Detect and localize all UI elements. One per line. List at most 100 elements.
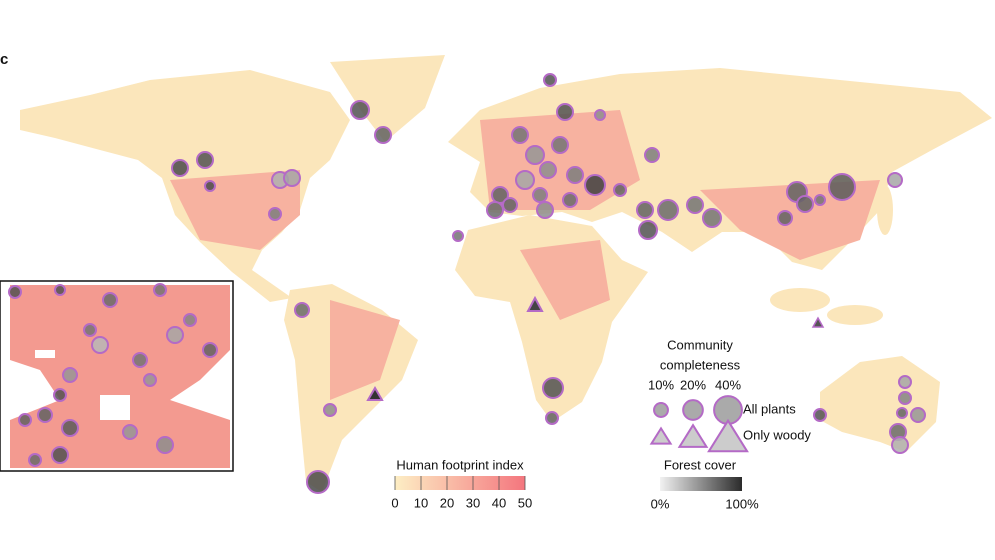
high-footprint <box>170 170 300 250</box>
colorbar-title: Human footprint index <box>396 457 524 472</box>
site-marker <box>796 195 814 213</box>
site-marker <box>502 197 518 213</box>
size-key-triangle <box>677 423 709 448</box>
site-marker <box>54 284 66 296</box>
site-marker <box>204 180 216 192</box>
site-marker <box>37 407 53 423</box>
site-marker-woody <box>526 295 544 312</box>
size-key-triangle <box>649 426 673 445</box>
site-marker <box>202 342 218 358</box>
site-marker <box>18 413 32 427</box>
islands <box>877 185 893 235</box>
site-marker <box>777 210 793 226</box>
site-marker <box>828 173 856 201</box>
legend-group: All plants <box>743 401 796 416</box>
site-marker <box>525 145 545 165</box>
site-marker <box>657 199 679 221</box>
site-marker <box>91 336 109 354</box>
site-marker <box>83 323 97 337</box>
islands <box>770 288 830 312</box>
site-marker <box>374 126 392 144</box>
size-key-circle <box>653 402 669 418</box>
site-marker <box>891 436 909 454</box>
site-marker <box>28 453 42 467</box>
colorbar-label: 30 <box>466 495 480 510</box>
site-marker <box>814 194 826 206</box>
site-marker <box>132 352 148 368</box>
size-label: 20% <box>680 377 706 392</box>
site-marker <box>898 375 912 389</box>
size-label: 10% <box>648 377 674 392</box>
site-marker <box>515 170 535 190</box>
site-marker <box>910 407 926 423</box>
site-marker <box>62 367 78 383</box>
site-marker <box>323 403 337 417</box>
site-marker <box>294 302 310 318</box>
size-key-circle <box>682 399 704 421</box>
site-marker <box>545 411 559 425</box>
site-marker <box>556 103 574 121</box>
site-marker <box>102 292 118 308</box>
site-marker <box>153 283 167 297</box>
footprint-colorbar <box>395 476 525 490</box>
site-marker <box>543 73 557 87</box>
site-marker <box>542 377 564 399</box>
site-marker <box>702 208 722 228</box>
colorbar-label: 40 <box>492 495 506 510</box>
site-marker <box>51 446 69 464</box>
site-marker <box>532 187 548 203</box>
sites <box>8 73 926 494</box>
site-marker <box>156 436 174 454</box>
site-marker <box>551 136 569 154</box>
site-marker <box>613 183 627 197</box>
colorbar-label: 20 <box>440 495 454 510</box>
site-marker <box>8 285 22 299</box>
site-marker <box>887 172 903 188</box>
site-marker <box>898 391 912 405</box>
site-marker <box>171 159 189 177</box>
site-marker <box>539 161 557 179</box>
size-label: 40% <box>715 377 741 392</box>
legend-group: Only woody <box>743 427 811 442</box>
legend-title: Community <box>667 337 733 352</box>
colorbar-label: 0 <box>391 495 398 510</box>
site-marker <box>636 201 654 219</box>
site-marker-woody <box>811 316 825 328</box>
site-marker <box>183 313 197 327</box>
site-marker <box>594 109 606 121</box>
panel-label: c <box>0 51 8 68</box>
australia <box>820 356 940 452</box>
site-marker <box>896 407 908 419</box>
site-marker <box>196 151 214 169</box>
site-marker <box>584 174 606 196</box>
greenland <box>330 55 445 142</box>
site-marker <box>686 196 704 214</box>
size-key-triangle <box>707 418 749 453</box>
site-marker <box>61 419 79 437</box>
site-marker <box>562 192 578 208</box>
colorbar-label: 10 <box>414 495 428 510</box>
site-marker <box>452 230 464 242</box>
colorbar-label: 0% <box>651 496 670 511</box>
site-marker <box>53 388 67 402</box>
site-marker <box>536 201 554 219</box>
islands <box>827 305 883 325</box>
colorbar-label: 100% <box>725 496 759 511</box>
site-marker <box>143 373 157 387</box>
site-marker <box>644 147 660 163</box>
site-marker <box>350 100 370 120</box>
inset <box>0 280 234 472</box>
legend-title: completeness <box>660 357 741 372</box>
site-marker-woody <box>366 386 384 401</box>
world-map <box>20 55 992 492</box>
site-marker <box>566 166 584 184</box>
site-marker <box>283 169 301 187</box>
colorbar-label: 50 <box>518 495 532 510</box>
site-marker <box>638 220 658 240</box>
site-marker <box>511 126 529 144</box>
colorbar-title: Forest cover <box>664 457 737 472</box>
site-marker <box>486 201 504 219</box>
high-footprint <box>330 300 400 400</box>
site-marker <box>813 408 827 422</box>
